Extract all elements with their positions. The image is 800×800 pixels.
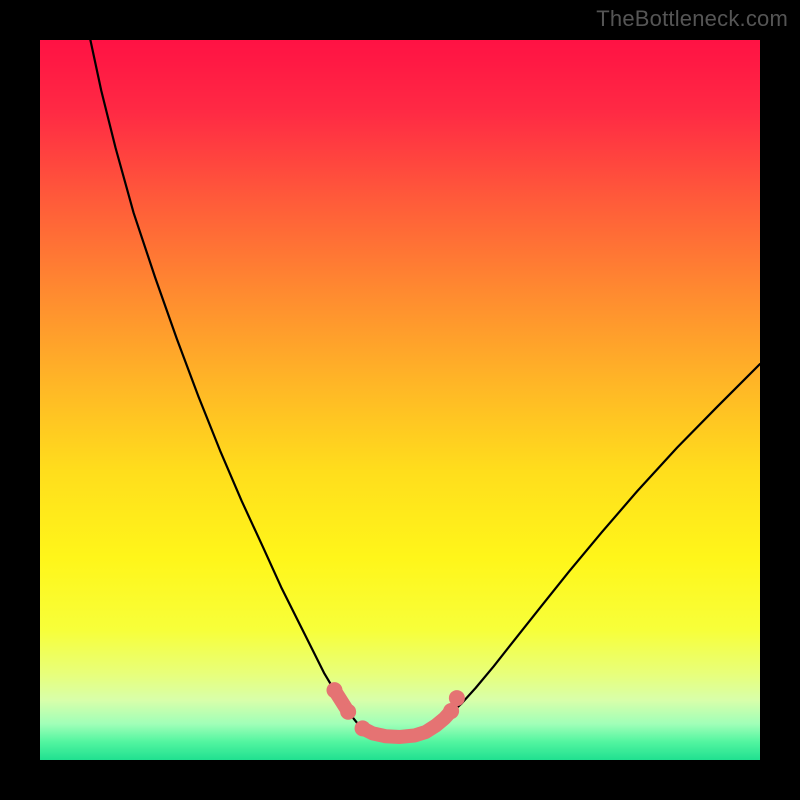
highlight-end-dot (340, 704, 356, 720)
highlight-extra-dot (449, 690, 465, 706)
chart-frame: TheBottleneck.com (0, 0, 800, 800)
watermark-text: TheBottleneck.com (596, 6, 788, 32)
plot-svg (40, 40, 760, 760)
gradient-background (40, 40, 760, 760)
highlight-end-dot (326, 682, 342, 698)
plot-area (40, 40, 760, 760)
highlight-end-dot (355, 720, 371, 736)
